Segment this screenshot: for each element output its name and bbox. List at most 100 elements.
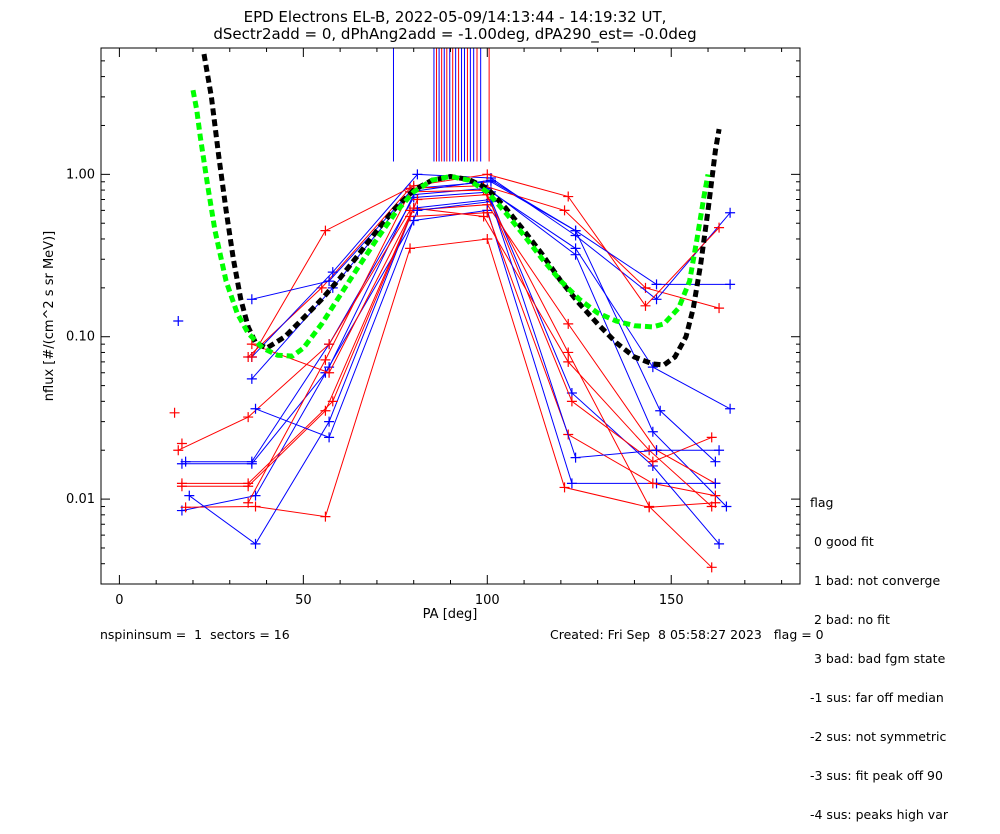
data-point xyxy=(725,403,736,414)
data-point xyxy=(563,191,574,202)
data-point xyxy=(563,347,574,358)
data-point xyxy=(563,318,574,329)
data-point xyxy=(570,452,581,463)
data-point xyxy=(647,456,658,467)
legend-line: 0 good fit xyxy=(810,534,874,549)
data-point xyxy=(563,356,574,367)
series-line xyxy=(181,209,716,484)
legend-line: 3 bad: bad fgm state xyxy=(810,651,946,666)
y-tick-label: 0.01 xyxy=(66,492,95,507)
data-point xyxy=(320,405,331,416)
data-point xyxy=(655,405,666,416)
data-point xyxy=(320,354,331,365)
data-point xyxy=(482,233,493,244)
series-line xyxy=(185,238,716,518)
data-point xyxy=(324,339,335,350)
data-point xyxy=(710,478,721,489)
data-point xyxy=(725,207,736,218)
chart-title-line-1: EPD Electrons EL-B, 2022-05-09/14:13:44 … xyxy=(244,8,667,26)
data-point xyxy=(714,538,725,549)
data-point xyxy=(570,225,581,236)
chart-canvas: EPD Electrons EL-B, 2022-05-09/14:13:44 … xyxy=(42,8,801,622)
data-point xyxy=(243,497,254,508)
chart-title-line-2: dSectr2add = 0, dPhAng2add = -1.00deg, d… xyxy=(213,25,696,44)
data-point xyxy=(246,458,257,469)
data-point xyxy=(478,211,489,222)
data-point xyxy=(243,478,254,489)
data-point xyxy=(246,339,257,350)
data-point xyxy=(482,169,493,180)
data-point xyxy=(640,300,651,311)
data-point xyxy=(176,458,187,469)
data-point xyxy=(706,432,717,443)
legend-line: flag xyxy=(810,495,834,510)
x-tick-label: 50 xyxy=(295,593,312,608)
data-point xyxy=(324,416,335,427)
data-point xyxy=(651,279,662,290)
legend-line: -2 sus: not symmetric xyxy=(810,729,947,744)
data-point xyxy=(327,267,338,278)
data-point xyxy=(246,294,257,305)
series-line xyxy=(181,187,727,512)
series-line xyxy=(247,185,720,358)
x-tick-label: 0 xyxy=(115,593,123,608)
footer-right: Created: Fri Sep 8 05:58:27 2023 flag = … xyxy=(550,627,824,642)
data-point xyxy=(721,501,732,512)
data-point xyxy=(706,501,717,512)
data-point xyxy=(250,501,261,512)
series-line xyxy=(181,194,712,484)
y-axis-label: nflux [#/(cm^2 s sr MeV)] xyxy=(42,231,57,401)
fits-layer xyxy=(190,53,722,368)
series-line xyxy=(189,198,720,545)
data-point xyxy=(647,426,658,437)
data-point xyxy=(324,276,335,287)
data-point xyxy=(180,502,191,513)
data-point xyxy=(176,478,187,489)
x-tick-label: 100 xyxy=(475,593,500,608)
data-point xyxy=(327,396,338,407)
data-point xyxy=(644,501,655,512)
y-tick-label: 1.00 xyxy=(66,167,95,182)
data-point xyxy=(570,243,581,254)
series-layer xyxy=(169,169,736,573)
data-point xyxy=(566,478,577,489)
fit-curve xyxy=(190,89,711,359)
data-point xyxy=(176,438,187,449)
data-point xyxy=(651,294,662,305)
data-point xyxy=(710,490,721,501)
data-point xyxy=(405,243,416,254)
footer-left: nspininsum = 1 sectors = 16 xyxy=(100,627,290,642)
data-point xyxy=(559,482,570,493)
legend-line: -1 sus: far off median xyxy=(810,690,944,705)
legend-line: -4 sus: peaks high var xyxy=(810,807,949,822)
data-point xyxy=(412,205,423,216)
data-point xyxy=(566,396,577,407)
data-point xyxy=(250,538,261,549)
series-line xyxy=(181,212,716,497)
data-point xyxy=(324,367,335,378)
data-point xyxy=(412,194,423,205)
axes-layer: 0 50 100 150 0.01 0.10 1.00 xyxy=(66,47,800,608)
legend-line: -3 sus: fit peak off 90 xyxy=(810,768,943,783)
vertical-lines-layer xyxy=(392,48,490,162)
data-point xyxy=(559,205,570,216)
x-tick-label: 150 xyxy=(659,593,684,608)
data-point xyxy=(250,403,261,414)
series-line xyxy=(247,189,713,568)
data-point xyxy=(714,222,725,233)
data-point xyxy=(485,175,496,186)
series-line xyxy=(185,191,731,463)
flag-legend: flag 0 good fit 1 bad: not converge 2 ba… xyxy=(810,470,948,834)
fit-curve xyxy=(201,53,722,368)
data-point xyxy=(320,225,331,236)
data-point xyxy=(651,445,662,456)
data-point xyxy=(412,169,423,180)
data-point xyxy=(647,362,658,373)
data-point xyxy=(173,315,184,326)
data-point xyxy=(173,445,184,456)
data-point xyxy=(169,407,180,418)
data-point xyxy=(725,279,736,290)
data-point xyxy=(647,478,658,489)
legend-line: 1 bad: not converge xyxy=(810,573,941,588)
x-axis-label: PA [deg] xyxy=(423,607,478,622)
